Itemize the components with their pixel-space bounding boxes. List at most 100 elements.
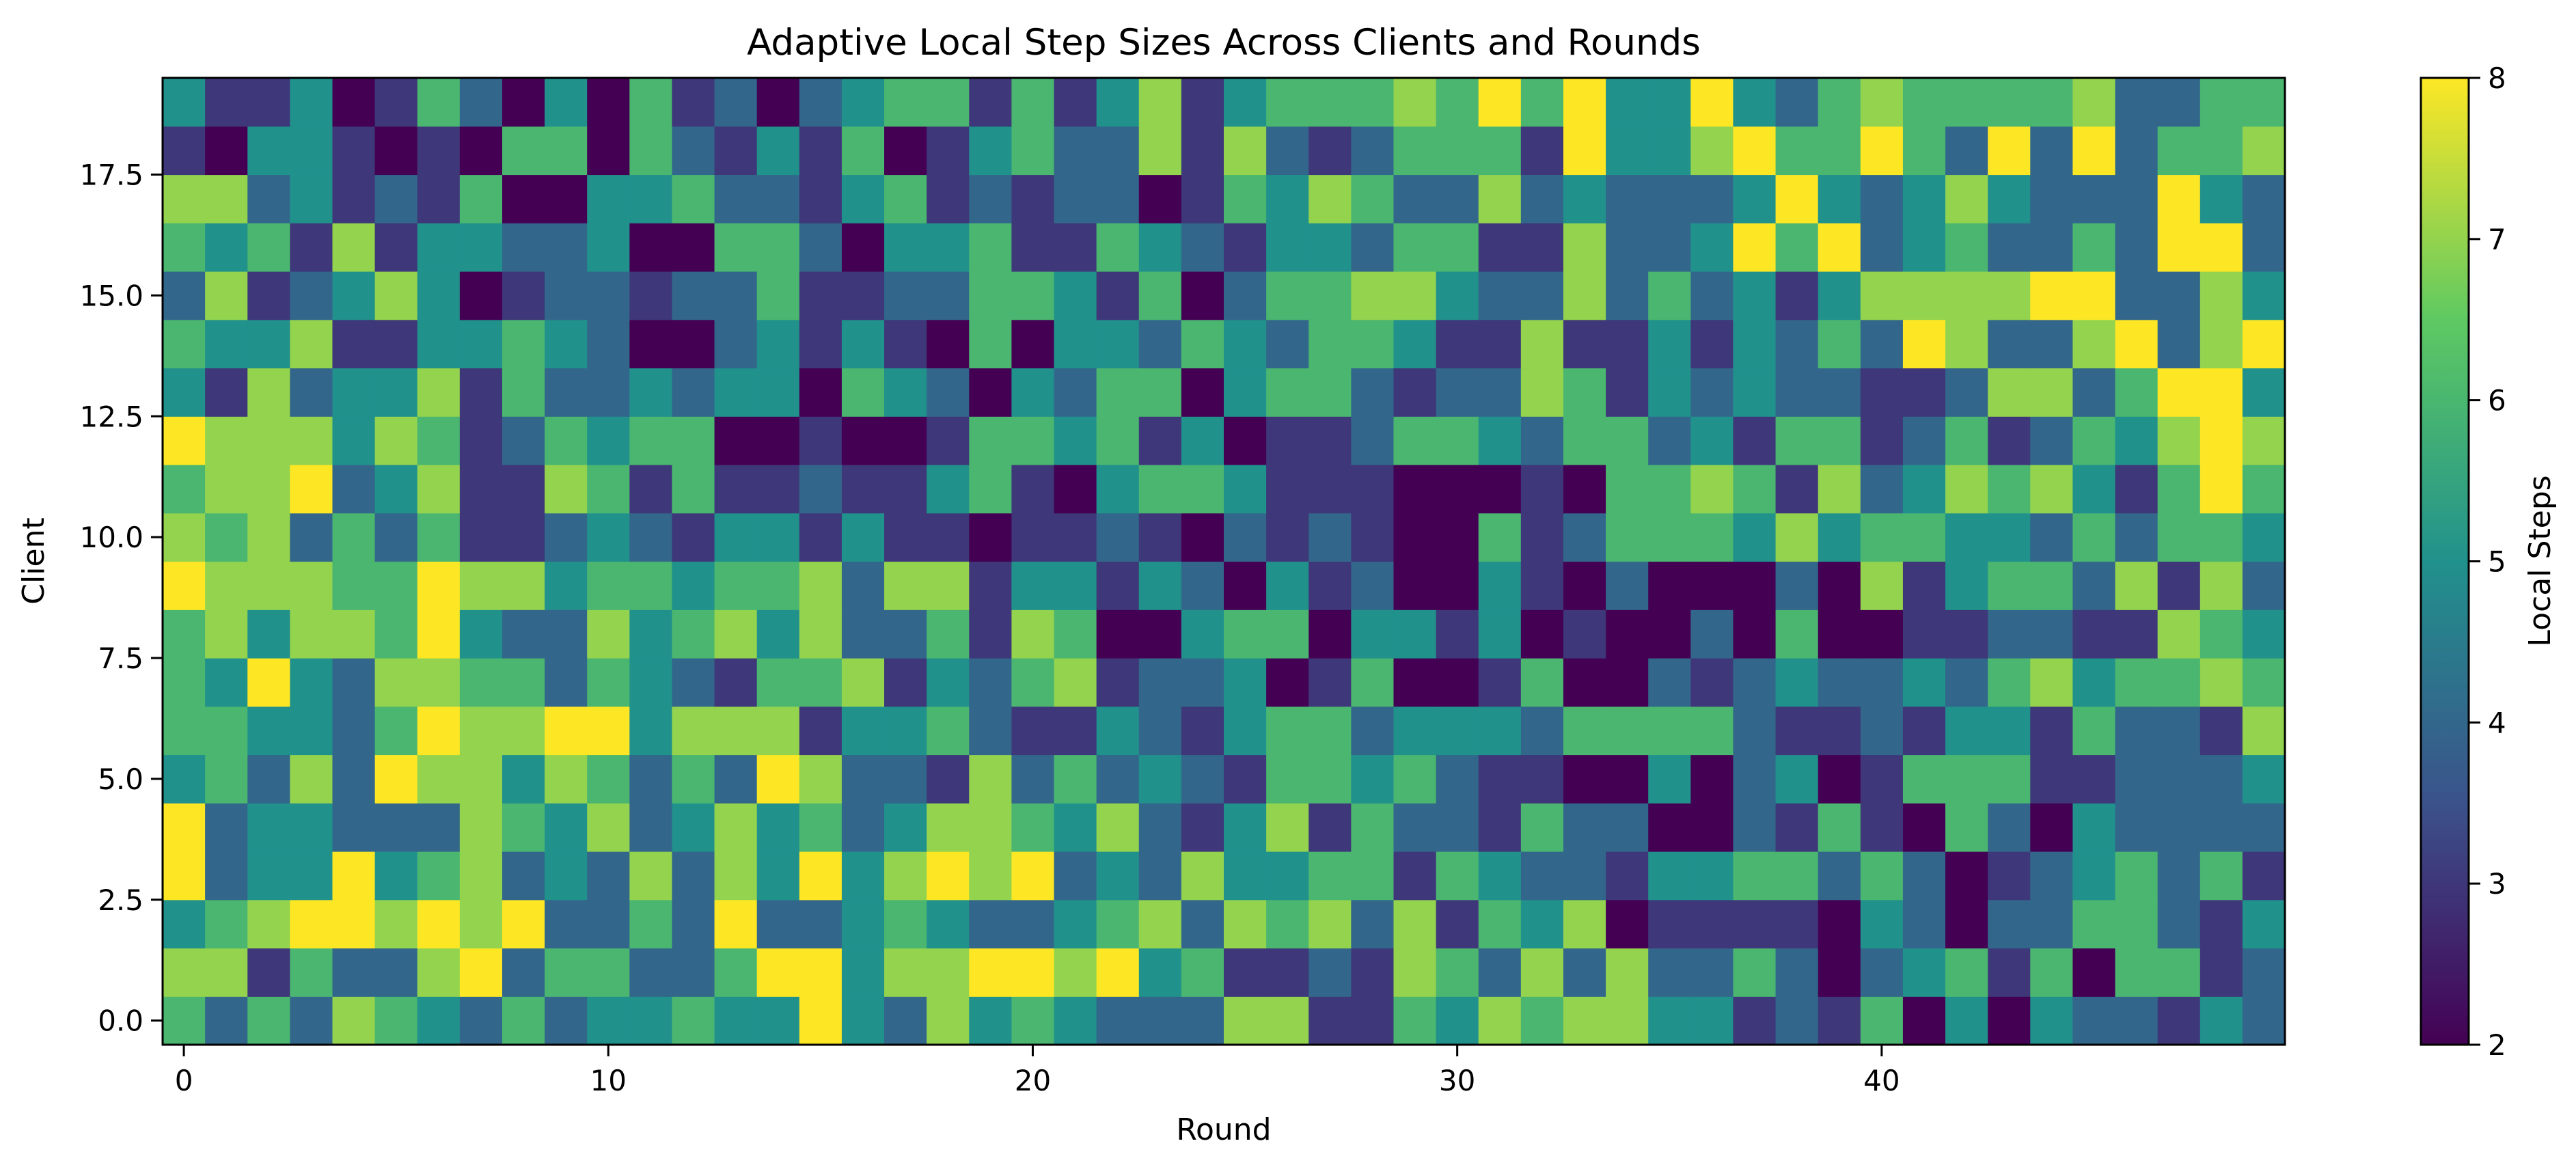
heatmap-cell — [1563, 658, 1606, 707]
heatmap-cell — [2115, 368, 2159, 417]
heatmap-cell — [374, 948, 418, 997]
heatmap-cell — [205, 174, 248, 223]
heatmap-cell — [2115, 948, 2159, 997]
heatmap-cell — [1351, 658, 1395, 707]
heatmap-cell — [587, 368, 630, 417]
heatmap-cell — [1181, 416, 1224, 465]
heatmap-cell — [1308, 271, 1352, 320]
heatmap-cell — [1393, 899, 1437, 949]
heatmap-cell — [1733, 174, 1777, 223]
heatmap-cell — [1902, 271, 1946, 320]
heatmap-cell — [629, 609, 673, 659]
heatmap-cell — [1181, 996, 1224, 1045]
heatmap-cell — [1690, 996, 1734, 1045]
colorbar-tick-label: 4 — [2488, 706, 2506, 739]
heatmap-cell — [2200, 223, 2243, 272]
heatmap-cell — [2157, 174, 2201, 223]
heatmap-cell — [1308, 609, 1352, 659]
heatmap-cell — [502, 271, 545, 320]
heatmap-cell — [1690, 899, 1734, 949]
heatmap-cell — [1860, 658, 1904, 707]
heatmap-cell — [2115, 465, 2159, 514]
heatmap-cell — [1690, 416, 1734, 465]
heatmap-cell — [332, 658, 376, 707]
heatmap-cell — [2200, 319, 2243, 369]
heatmap-cell — [2200, 948, 2243, 997]
heatmap-cell — [374, 609, 418, 659]
heatmap-cell — [841, 368, 885, 417]
heatmap-cell — [884, 271, 927, 320]
heatmap-cell — [629, 512, 673, 562]
heatmap-cell — [2157, 609, 2201, 659]
heatmap-cell — [841, 512, 885, 562]
heatmap-cell — [629, 851, 673, 901]
heatmap-cell — [714, 754, 758, 804]
heatmap-cell — [1860, 851, 1904, 901]
heatmap-cell — [1733, 368, 1777, 417]
heatmap-cell — [587, 512, 630, 562]
heatmap-cell — [1606, 948, 1649, 997]
heatmap-cell — [290, 561, 333, 610]
heatmap-cell — [1436, 948, 1479, 997]
heatmap-cell — [1945, 948, 1988, 997]
heatmap-cell — [1606, 706, 1649, 756]
heatmap-cell — [1308, 465, 1352, 514]
heatmap-cell — [545, 561, 588, 610]
heatmap-cell — [2200, 706, 2243, 756]
heatmap-cell — [1648, 126, 1691, 176]
heatmap-cell — [417, 416, 461, 465]
heatmap-cell — [2072, 512, 2116, 562]
heatmap-cell — [1393, 78, 1437, 127]
heatmap-cell — [1478, 78, 1522, 127]
heatmap-cell — [884, 465, 927, 514]
heatmap-cell — [1945, 319, 1988, 369]
heatmap-cell — [205, 465, 248, 514]
colorbar-tick-label: 2 — [2488, 1028, 2506, 1062]
heatmap-cell — [1988, 512, 2031, 562]
heatmap-cell — [1096, 851, 1140, 901]
heatmap-cell — [502, 512, 545, 562]
heatmap-cell — [1011, 78, 1055, 127]
heatmap-cell — [1775, 319, 1819, 369]
heatmap-cell — [1988, 368, 2031, 417]
heatmap-cell — [1138, 78, 1182, 127]
heatmap-cell — [2200, 416, 2243, 465]
heatmap-cell — [1988, 609, 2031, 659]
heatmap-cell — [927, 78, 970, 127]
heatmap-cell — [417, 126, 461, 176]
heatmap-cell — [290, 512, 333, 562]
heatmap-cell — [2157, 899, 2201, 949]
heatmap-cell — [1436, 803, 1479, 852]
heatmap-cell — [969, 948, 1012, 997]
heatmap-cell — [417, 996, 461, 1045]
heatmap-cell — [1775, 465, 1819, 514]
heatmap-cell — [884, 416, 927, 465]
heatmap-cell — [417, 658, 461, 707]
heatmap-cell — [1988, 706, 2031, 756]
colorbar-tick-label: 7 — [2488, 223, 2506, 256]
heatmap-cell — [756, 706, 800, 756]
x-tick-label: 20 — [1015, 1064, 1051, 1097]
heatmap-cell — [332, 512, 376, 562]
heatmap-cell — [502, 223, 545, 272]
heatmap-cell — [374, 899, 418, 949]
heatmap-cell — [841, 851, 885, 901]
heatmap-cell — [1860, 223, 1904, 272]
heatmap-cell — [714, 271, 758, 320]
heatmap-cell — [1520, 78, 1564, 127]
heatmap-cell — [1478, 416, 1522, 465]
heatmap-cell — [205, 223, 248, 272]
heatmap-cell — [417, 271, 461, 320]
heatmap-cell — [884, 223, 927, 272]
heatmap-cell — [502, 948, 545, 997]
heatmap-cell — [332, 609, 376, 659]
heatmap-cell — [841, 658, 885, 707]
heatmap-cell — [290, 416, 333, 465]
heatmap-cell — [1606, 319, 1649, 369]
heatmap-cell — [1860, 996, 1904, 1045]
heatmap-cell — [1011, 223, 1055, 272]
heatmap-cell — [332, 78, 376, 127]
heatmap-cell — [2115, 706, 2159, 756]
heatmap-cell — [672, 658, 715, 707]
